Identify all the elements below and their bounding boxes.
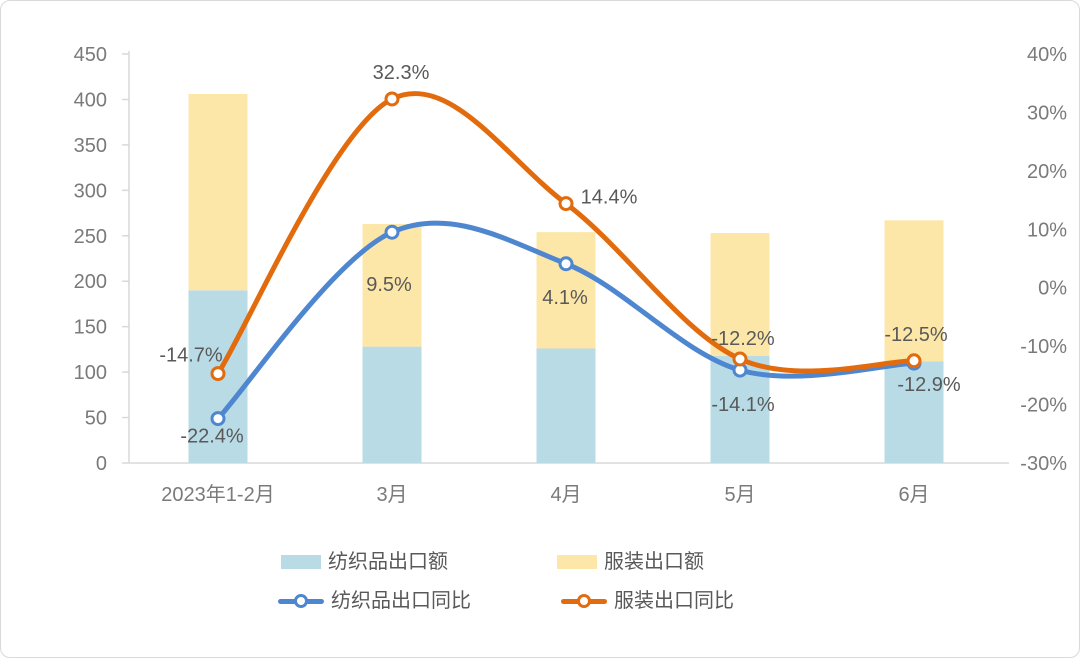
right-axis-tick-label: 20% [1027, 161, 1067, 183]
line-marker-0-1 [384, 224, 400, 240]
left-axis-tick-label: 100 [74, 362, 107, 384]
legend-item-textile-export-yoy: 纺织品出口同比 [278, 591, 471, 611]
left-axis-tick-label: 350 [74, 135, 107, 157]
right-axis-tick-label: -20% [1020, 395, 1067, 417]
data-label-series-1-3: -12.2% [711, 328, 775, 350]
legend-line-marker [294, 594, 308, 608]
left-axis-tick-label: 250 [74, 226, 107, 248]
right-axis-tick-label: 30% [1027, 102, 1067, 124]
data-label-series-0-0: -22.4% [180, 426, 244, 448]
legend-swatch-line-orange [561, 594, 607, 608]
line-series-1 [210, 91, 922, 382]
legend-swatch-bar-blue [281, 555, 321, 569]
data-label-series-1-0: -14.7% [159, 345, 223, 367]
line-marker-0-2 [558, 256, 574, 272]
data-label-series-0-1: 9.5% [366, 274, 412, 296]
data-label-series-0-4: -12.9% [897, 374, 961, 396]
legend-swatch-bar-yellow [557, 555, 597, 569]
x-axis-label: 6月 [898, 484, 929, 506]
left-axis-tick-label: 400 [74, 89, 107, 111]
line-marker-1-4 [906, 353, 922, 369]
line-marker-0-0 [210, 411, 226, 427]
data-label-series-1-2: 14.4% [581, 187, 638, 209]
left-axis-tick-label: 300 [74, 180, 107, 202]
legend-label: 服装出口额 [604, 551, 704, 573]
legend-item-textile-export-value: 纺织品出口额 [281, 552, 448, 572]
legend-item-apparel-export-value: 服装出口额 [557, 552, 704, 572]
data-label-series-0-3: -14.1% [711, 394, 775, 416]
data-label-series-0-2: 4.1% [542, 287, 588, 309]
x-axis-label: 3月 [376, 484, 407, 506]
line-marker-1-2 [558, 196, 574, 212]
data-label-series-1-1: 32.3% [373, 62, 430, 84]
line-marker-1-3 [732, 351, 748, 367]
x-axis-label: 5月 [724, 484, 755, 506]
x-axis-label: 2023年1-2月 [161, 483, 274, 506]
data-label-series-1-4: -12.5% [884, 324, 948, 346]
legend-label: 纺织品出口同比 [331, 590, 471, 612]
legend-item-apparel-export-yoy: 服装出口同比 [561, 591, 734, 611]
legend-label: 纺织品出口额 [328, 551, 448, 573]
legend-label: 服装出口同比 [614, 590, 734, 612]
x-axis-label: 4月 [550, 484, 581, 506]
bar-segment-0-1 [362, 346, 422, 463]
left-axis-tick-label: 450 [74, 44, 107, 66]
bar-segment-0-4 [884, 361, 944, 463]
bar-segment-0-2 [536, 348, 596, 463]
right-axis-tick-label: 10% [1027, 219, 1067, 241]
bar-segment-1-4 [884, 220, 944, 362]
right-axis-tick-label: -30% [1020, 453, 1067, 475]
bar-segment-1-3 [710, 233, 770, 356]
left-axis-tick-label: 200 [74, 271, 107, 293]
right-axis-tick-label: 40% [1027, 44, 1067, 66]
legend-swatch-line-blue [278, 594, 324, 608]
line-marker-1-1 [384, 91, 400, 107]
bar-segment-1-2 [536, 232, 596, 349]
line-marker-1-0 [210, 366, 226, 382]
left-axis-tick-label: 50 [85, 408, 107, 430]
left-axis-tick-label: 0 [96, 453, 107, 475]
bar-series-group [188, 93, 944, 463]
legend-line-marker [577, 594, 591, 608]
bar-segment-1-0 [188, 93, 248, 291]
right-axis-tick-label: 0% [1038, 278, 1067, 300]
right-axis-tick-label: -10% [1020, 336, 1067, 358]
left-axis-tick-label: 150 [74, 317, 107, 339]
